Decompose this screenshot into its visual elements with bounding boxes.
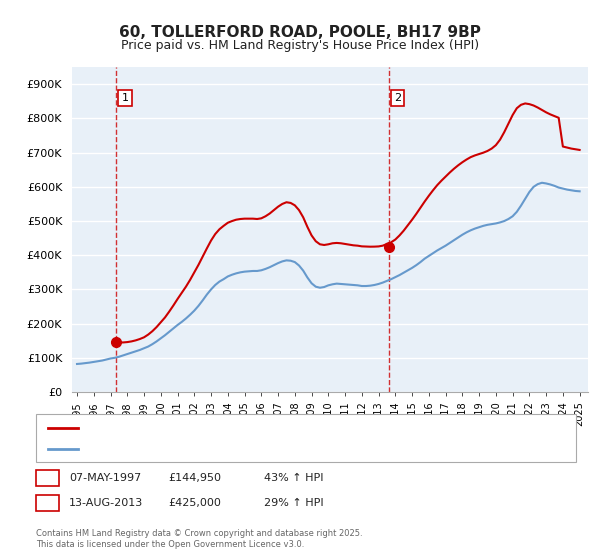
Text: £425,000: £425,000 xyxy=(168,498,221,508)
Text: 60, TOLLERFORD ROAD, POOLE, BH17 9BP: 60, TOLLERFORD ROAD, POOLE, BH17 9BP xyxy=(119,25,481,40)
Text: 43% ↑ HPI: 43% ↑ HPI xyxy=(264,473,323,483)
Text: 1: 1 xyxy=(121,93,128,103)
Text: 29% ↑ HPI: 29% ↑ HPI xyxy=(264,498,323,508)
Text: £144,950: £144,950 xyxy=(168,473,221,483)
Text: 2: 2 xyxy=(44,498,51,508)
Text: HPI: Average price, detached house, Bournemouth Christchurch and Poole: HPI: Average price, detached house, Bour… xyxy=(84,444,472,454)
Text: 2: 2 xyxy=(394,93,401,103)
Text: 13-AUG-2013: 13-AUG-2013 xyxy=(69,498,143,508)
Text: 1: 1 xyxy=(44,473,51,483)
Text: 07-MAY-1997: 07-MAY-1997 xyxy=(69,473,141,483)
Text: Contains HM Land Registry data © Crown copyright and database right 2025.
This d: Contains HM Land Registry data © Crown c… xyxy=(36,529,362,549)
Text: 60, TOLLERFORD ROAD, POOLE, BH17 9BP (detached house): 60, TOLLERFORD ROAD, POOLE, BH17 9BP (de… xyxy=(84,423,401,433)
Text: Price paid vs. HM Land Registry's House Price Index (HPI): Price paid vs. HM Land Registry's House … xyxy=(121,39,479,52)
